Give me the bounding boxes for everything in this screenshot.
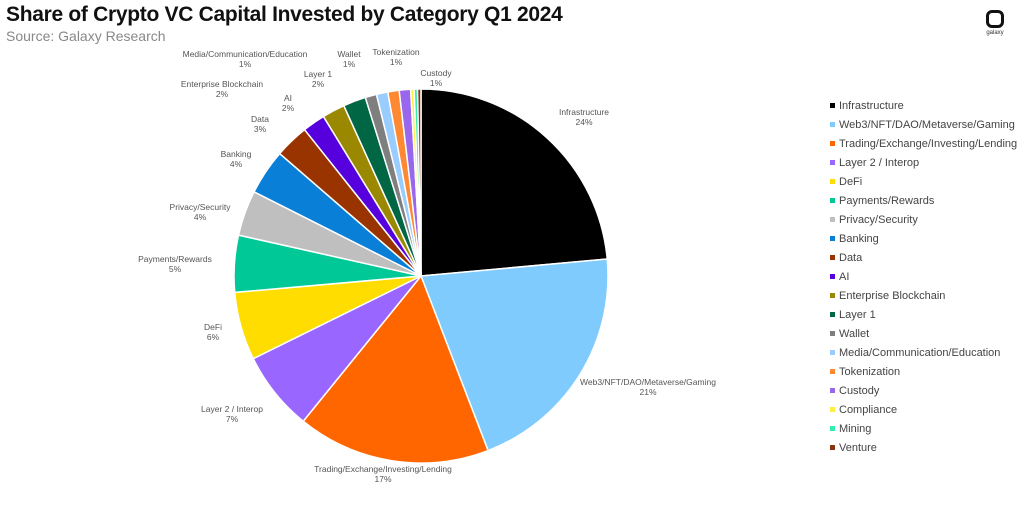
- legend-label: Venture: [839, 441, 877, 454]
- legend-label: Banking: [839, 232, 879, 245]
- legend-swatch: [830, 369, 835, 374]
- legend-swatch: [830, 293, 835, 298]
- pie-slice-web3-nft-dao-metaverse-gaming: [419, 258, 609, 452]
- legend-label: AI: [839, 270, 850, 283]
- legend-swatch: [830, 160, 835, 165]
- legend-label: Infrastructure: [839, 99, 904, 112]
- data-label: Enterprise Blockchain 2%: [181, 79, 263, 99]
- galaxy-logo: galaxy: [982, 10, 1008, 36]
- legend: Infrastructure Web3/NFT/DAO/Metaverse/Gam…: [830, 96, 1017, 457]
- data-label: Payments/Rewards 5%: [138, 254, 212, 274]
- legend-swatch: [830, 179, 835, 184]
- data-label: Infrastructure 24%: [559, 107, 609, 127]
- legend-item: AI: [830, 267, 1017, 286]
- legend-item: Compliance: [830, 400, 1017, 419]
- legend-swatch: [830, 198, 835, 203]
- data-label: AI 2%: [282, 93, 295, 113]
- legend-label: Wallet: [839, 327, 870, 340]
- legend-item: Layer 1: [830, 305, 1017, 324]
- legend-label: DeFi: [839, 175, 863, 188]
- legend-swatch: [830, 274, 835, 279]
- data-label: Banking 4%: [221, 149, 252, 169]
- legend-swatch: [830, 103, 835, 108]
- legend-label: Media/Communication/Education: [839, 346, 1001, 359]
- legend-swatch: [830, 217, 835, 222]
- legend-item: Web3/NFT/DAO/Metaverse/Gaming: [830, 115, 1017, 134]
- legend-item: Privacy/Security: [830, 210, 1017, 229]
- data-label: Media/Communication/Education 1%: [183, 49, 308, 69]
- chart-title: Share of Crypto VC Capital Invested by C…: [6, 3, 563, 26]
- legend-item: Banking: [830, 229, 1017, 248]
- data-label: DeFi 6%: [204, 322, 222, 342]
- data-label: Layer 1 2%: [304, 69, 333, 89]
- data-label: Tokenization 1%: [372, 47, 420, 67]
- legend-label: Payments/Rewards: [839, 194, 935, 207]
- legend-swatch: [830, 350, 835, 355]
- legend-label: Web3/NFT/DAO/Metaverse/Gaming: [839, 118, 1015, 131]
- legend-swatch: [830, 445, 835, 450]
- legend-item: Tokenization: [830, 362, 1017, 381]
- data-label: Layer 2 / Interop 7%: [201, 404, 263, 424]
- legend-label: Mining: [839, 422, 872, 435]
- legend-label: Privacy/Security: [839, 213, 918, 226]
- logo-text: galaxy: [986, 30, 1004, 36]
- data-label: Web3/NFT/DAO/Metaverse/Gaming 21%: [580, 377, 716, 397]
- legend-swatch: [830, 141, 835, 146]
- legend-label: Trading/Exchange/Investing/Lending: [839, 137, 1018, 150]
- legend-item: Data: [830, 248, 1017, 267]
- logo-icon: [986, 10, 1004, 28]
- legend-label: Enterprise Blockchain: [839, 289, 946, 302]
- chart-subtitle: Source: Galaxy Research: [6, 28, 166, 44]
- legend-item: Layer 2 / Interop: [830, 153, 1017, 172]
- legend-item: Custody: [830, 381, 1017, 400]
- legend-item: Mining: [830, 419, 1017, 438]
- legend-swatch: [830, 312, 835, 317]
- legend-label: Custody: [839, 384, 880, 397]
- legend-item: Venture: [830, 438, 1017, 457]
- legend-swatch: [830, 426, 835, 431]
- legend-label: Compliance: [839, 403, 898, 416]
- legend-swatch: [830, 331, 835, 336]
- legend-item: Trading/Exchange/Investing/Lending: [830, 134, 1017, 153]
- legend-swatch: [830, 407, 835, 412]
- legend-swatch: [830, 255, 835, 260]
- legend-swatch: [830, 122, 835, 127]
- legend-item: Media/Communication/Education: [830, 343, 1017, 362]
- legend-label: Layer 2 / Interop: [839, 156, 920, 169]
- legend-label: Data: [839, 251, 863, 264]
- legend-swatch: [830, 236, 835, 241]
- data-label: Privacy/Security 4%: [170, 202, 232, 222]
- data-label: Custody 1%: [420, 68, 452, 88]
- legend-item: Payments/Rewards: [830, 191, 1017, 210]
- pie-slice-venture: [416, 88, 422, 277]
- data-label: Wallet 1%: [337, 49, 361, 69]
- legend-label: Tokenization: [839, 365, 901, 378]
- legend-item: Wallet: [830, 324, 1017, 343]
- pie-slice-trading-exchange-investing-lending: [302, 274, 490, 464]
- pie-slice-infrastructure: [420, 88, 609, 277]
- legend-item: Infrastructure: [830, 96, 1017, 115]
- data-label: Data 3%: [251, 114, 269, 134]
- legend-item: Enterprise Blockchain: [830, 286, 1017, 305]
- legend-swatch: [830, 388, 835, 393]
- legend-item: DeFi: [830, 172, 1017, 191]
- legend-label: Layer 1: [839, 308, 876, 321]
- data-label: Trading/Exchange/Investing/Lending 17%: [314, 464, 452, 484]
